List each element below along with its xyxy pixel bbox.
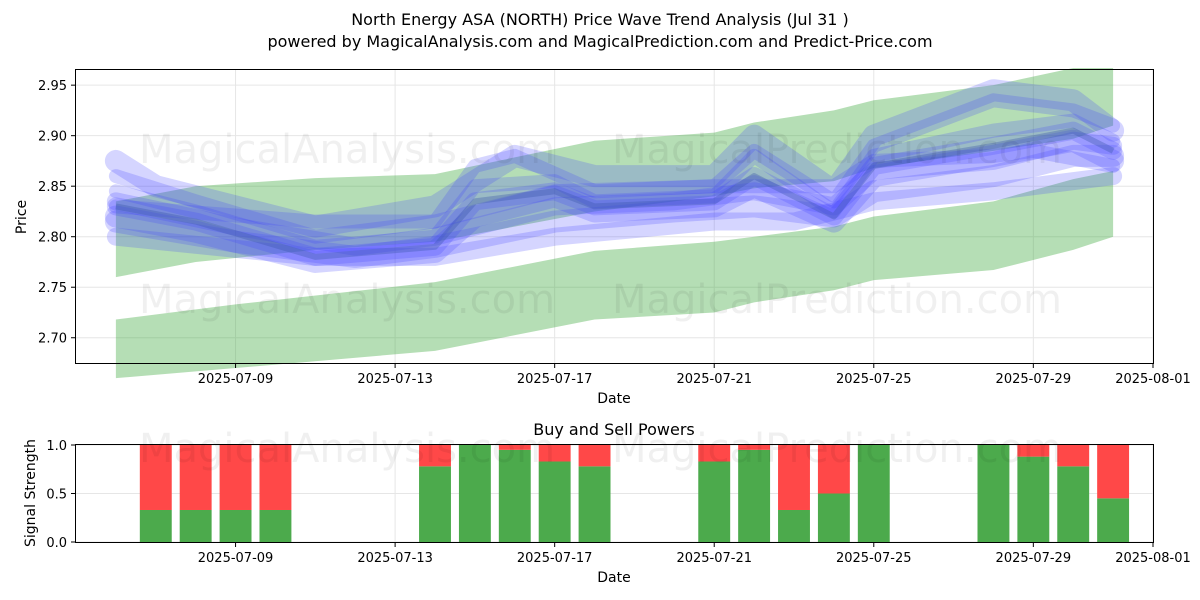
- sell-bar: [738, 445, 771, 450]
- wave-line: [106, 167, 1123, 266]
- price-x-label: Date: [597, 391, 630, 407]
- x-tick-label: 2025-07-29: [996, 372, 1072, 387]
- x-tick-label: 2025-07-17: [517, 551, 593, 566]
- price-x-axis: 2025-07-09 2025-07-13 2025-07-17 2025-07-21…: [198, 363, 1191, 387]
- buy-bar: [259, 509, 292, 542]
- sell-bar: [578, 445, 611, 467]
- x-tick-label: 2025-07-13: [357, 372, 433, 387]
- buy-bar: [1097, 498, 1130, 542]
- signal-panel-title: Buy and Sell Powers: [533, 420, 695, 439]
- x-tick-label: 2025-07-29: [996, 551, 1072, 566]
- sell-bar: [1057, 445, 1090, 467]
- x-tick-label: 2025-07-25: [836, 372, 912, 387]
- x-tick-label: 2025-08-01: [1115, 551, 1191, 566]
- y-tick-label: 1.0: [46, 439, 67, 454]
- chart-title: North Energy ASA (NORTH) Price Wave Tren…: [351, 10, 849, 29]
- watermark: MagicalPrediction.com: [612, 426, 1062, 472]
- wave-line: [108, 93, 1121, 244]
- wave-line: [106, 131, 1123, 256]
- price-y-label: Price: [14, 200, 30, 234]
- sell-bar: [817, 445, 850, 494]
- buy-bar: [1017, 456, 1050, 542]
- buy-bar: [578, 466, 611, 542]
- x-tick-label: 2025-07-25: [836, 551, 912, 566]
- y-tick-label: 2.85: [38, 180, 67, 195]
- sell-bar: [219, 445, 252, 510]
- sell-bar: [259, 445, 292, 510]
- sell-bar: [179, 445, 212, 510]
- sell-bar: [778, 445, 810, 510]
- x-tick-label: 2025-07-17: [517, 372, 593, 387]
- wave-line: [106, 121, 1123, 266]
- signal-y-label: Signal Strength: [23, 439, 39, 547]
- chart-subtitle: powered by MagicalAnalysis.com and Magic…: [267, 32, 933, 51]
- wave-line: [104, 129, 1125, 273]
- sell-bar: [1097, 445, 1130, 499]
- buy-bar: [139, 509, 172, 542]
- watermark: MagicalPrediction.com: [612, 127, 1062, 173]
- buy-bar: [977, 445, 1010, 542]
- buy-bar: [179, 509, 212, 542]
- x-tick-label: 2025-08-01: [1115, 372, 1191, 387]
- sell-bar: [538, 445, 571, 462]
- green-band: [115, 67, 1114, 278]
- y-tick-label: 0.0: [46, 536, 67, 551]
- watermark: MagicalPrediction.com: [612, 277, 1062, 323]
- y-tick-label: 2.75: [38, 281, 67, 296]
- buy-bar: [1057, 466, 1090, 542]
- price-axes-frame: [75, 69, 1154, 364]
- y-tick-label: 2.80: [38, 231, 67, 246]
- price-wave-series: [104, 79, 1125, 273]
- buy-bar: [419, 466, 451, 542]
- buy-bar: [778, 509, 810, 542]
- wave-line: [104, 79, 1125, 238]
- buy-bar: [738, 449, 771, 542]
- signal-watermarks: MagicalAnalysis.com MagicalPrediction.co…: [139, 426, 1062, 472]
- watermark: MagicalAnalysis.com: [139, 277, 555, 323]
- sell-bar: [419, 445, 451, 467]
- price-watermarks: MagicalAnalysis.com MagicalPrediction.co…: [139, 127, 1062, 323]
- y-tick-label: 2.95: [38, 79, 67, 94]
- x-tick-label: 2025-07-21: [676, 372, 752, 387]
- watermark: MagicalAnalysis.com: [139, 127, 555, 173]
- buy-bar: [538, 461, 571, 542]
- sell-bar: [698, 445, 731, 462]
- price-y-axis: 2.70 2.75 2.80 2.85 2.90 2.95: [38, 79, 76, 347]
- x-tick-label: 2025-07-09: [198, 551, 274, 566]
- sell-bar: [139, 445, 172, 510]
- buy-bar: [857, 445, 890, 542]
- buy-bar: [219, 509, 252, 542]
- signal-x-axis: 2025-07-09 2025-07-13 2025-07-17 2025-07-21…: [198, 542, 1191, 566]
- y-tick-label: 0.5: [46, 488, 67, 503]
- buy-bar: [698, 461, 731, 542]
- green-band: [115, 171, 1114, 379]
- y-tick-label: 2.90: [38, 130, 67, 145]
- x-tick-label: 2025-07-21: [676, 551, 752, 566]
- sell-bar: [498, 445, 531, 450]
- wave-line: [104, 144, 1125, 268]
- x-tick-label: 2025-07-13: [357, 551, 433, 566]
- buy-bar: [817, 493, 850, 542]
- buy-bar: [458, 445, 491, 542]
- signal-y-axis: 0.0 0.5 1.0: [46, 439, 76, 551]
- wave-line: [108, 143, 1121, 229]
- buy-bar: [498, 449, 531, 542]
- wave-mean-line: [115, 127, 1115, 260]
- price-green-bands: [115, 67, 1114, 379]
- sell-bar: [1017, 445, 1050, 457]
- signal-x-label: Date: [597, 570, 630, 586]
- y-tick-label: 2.70: [38, 332, 67, 347]
- signal-bars: [139, 445, 1130, 542]
- watermark: MagicalAnalysis.com: [139, 426, 555, 472]
- x-tick-label: 2025-07-09: [198, 372, 274, 387]
- wave-line: [108, 113, 1121, 254]
